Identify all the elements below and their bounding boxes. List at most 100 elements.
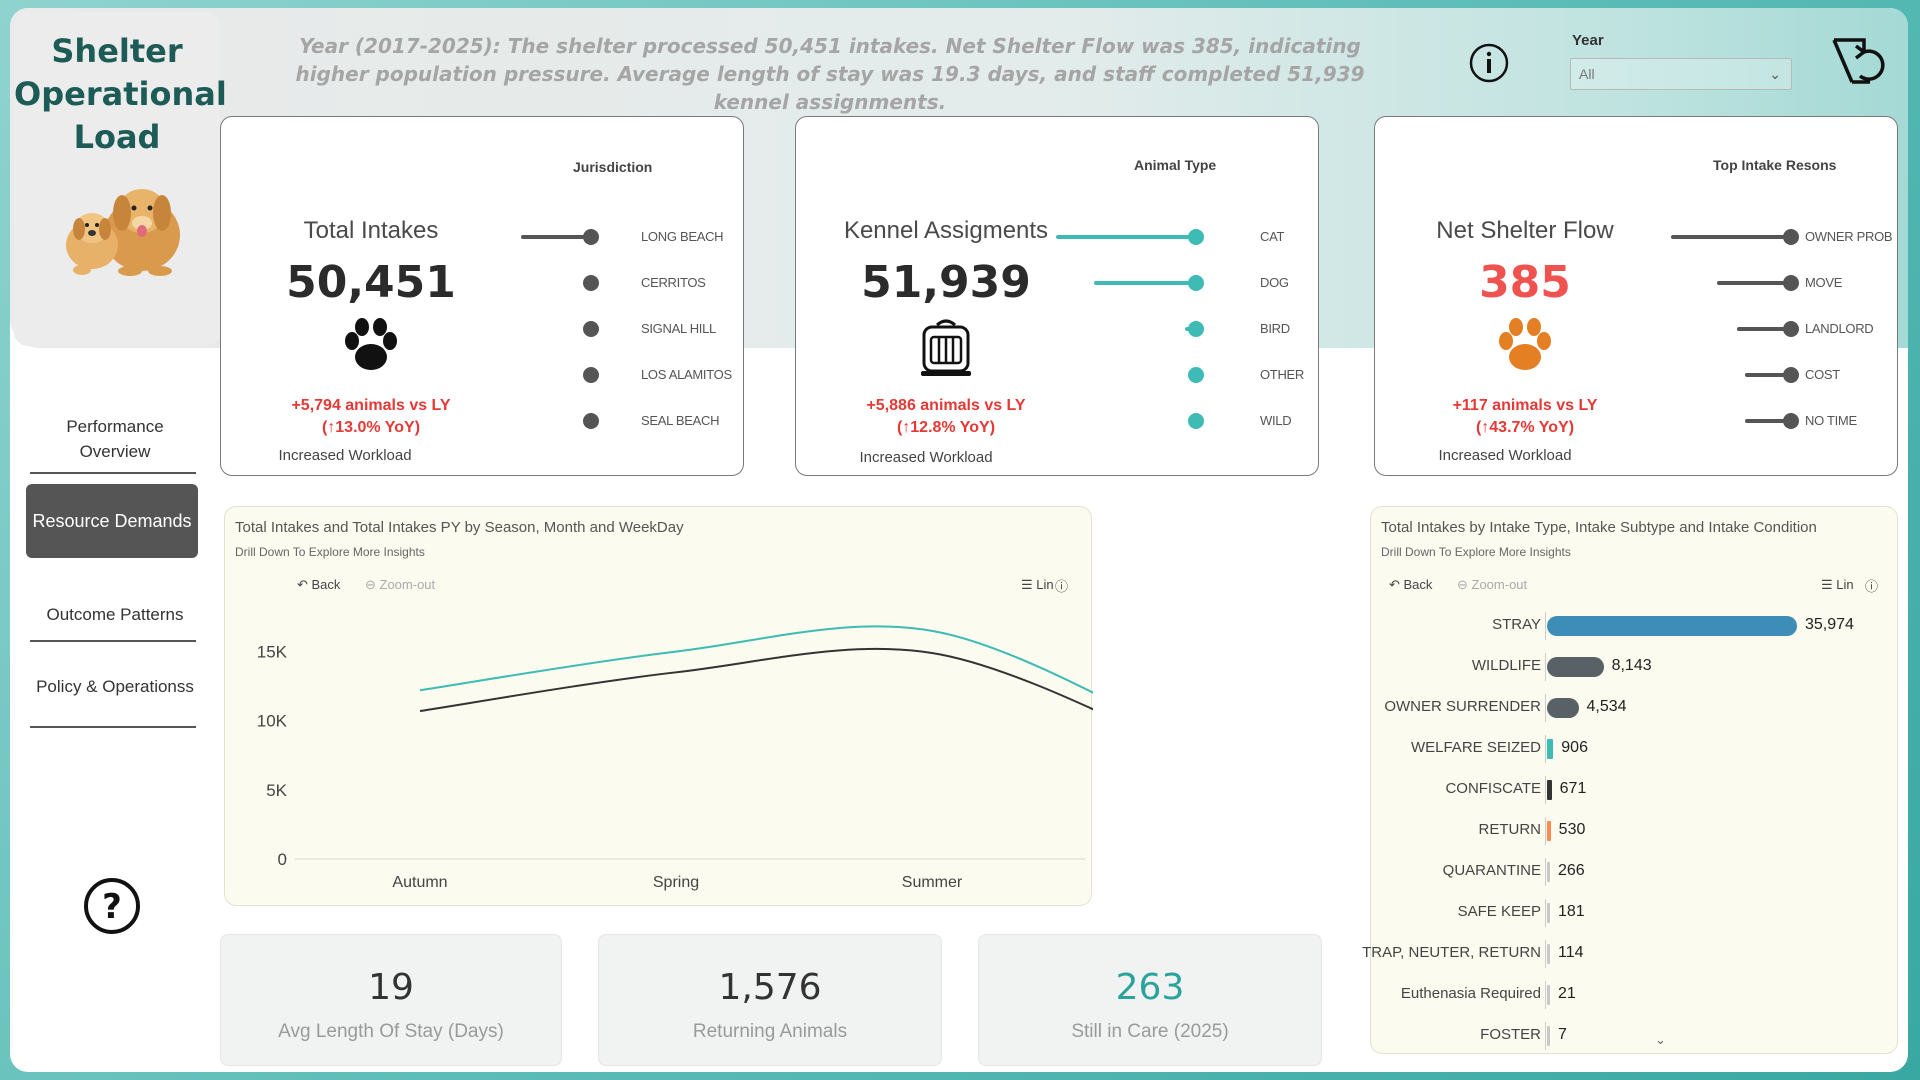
bar xyxy=(1547,903,1550,923)
slicer-label: CERRITOS xyxy=(641,275,706,290)
slicer-dot xyxy=(1783,229,1799,245)
slicer-item-seal-beach[interactable]: SEAL BEACH xyxy=(221,411,745,431)
zoom-out-button[interactable]: ⊖ Zoom-out xyxy=(1457,577,1528,592)
bar-row[interactable]: WELFARE SEIZED 906 xyxy=(1371,735,1891,763)
paw-icon xyxy=(1494,317,1556,378)
scroll-down-icon[interactable]: ⌄ xyxy=(1655,1032,1666,1047)
help-icon[interactable]: ? xyxy=(82,876,142,936)
yoy-delta: +117 animals vs LY (↑43.7% YoY) xyxy=(1395,395,1655,439)
bar-chart-subtitle: Drill Down To Explore More Insights xyxy=(1381,545,1571,559)
bar-category-label: RETURN xyxy=(1478,821,1542,838)
stat-value: 19 xyxy=(368,967,414,1008)
slicer-item-signal-hill[interactable]: SIGNAL HILL xyxy=(221,319,745,339)
nav-divider xyxy=(30,726,196,728)
delta-percent: (↑43.7% YoY) xyxy=(1475,419,1575,436)
info-icon[interactable] xyxy=(1468,42,1510,84)
zoom-out-button[interactable]: ⊖ Zoom-out xyxy=(365,577,436,592)
series-line-0 xyxy=(419,625,1093,694)
slicer-title: Top Intake Resons xyxy=(1713,157,1837,173)
kpi-title: Net Shelter Flow xyxy=(1436,217,1614,244)
bar-row[interactable]: QUARANTINE 266 xyxy=(1371,858,1891,886)
stat-caption: Avg Length Of Stay (Days) xyxy=(278,1021,504,1042)
back-button[interactable]: ↶ Back xyxy=(1389,577,1433,592)
slicer-item-cat[interactable]: CAT xyxy=(796,227,1320,247)
stat-value: 263 xyxy=(1115,967,1185,1008)
bar-row[interactable]: TRAP, NEUTER, RETURN 114 xyxy=(1362,940,1891,968)
chart-help-icon[interactable]: ⓘ xyxy=(1055,579,1069,594)
lin-scale-button[interactable]: ☰ Lin xyxy=(1021,577,1054,592)
slicer-item-no-time[interactable]: NO TIME xyxy=(1375,411,1899,431)
kpi-value: 51,939 xyxy=(861,257,1031,308)
kpi-title: Kennel Assigments xyxy=(843,217,1049,244)
bar-value-label: 181 xyxy=(1558,903,1585,920)
bar-axis xyxy=(1545,612,1546,640)
slicer-label: MOVE xyxy=(1805,275,1843,290)
slicer-item-cerritos[interactable]: CERRITOS xyxy=(221,273,745,293)
slicer-item-wild[interactable]: WILD xyxy=(796,411,1320,431)
stat-caption: Still in Care (2025) xyxy=(1071,1021,1229,1042)
slicer-item-bird[interactable]: BIRD xyxy=(796,319,1320,339)
bar-category-label: TRAP, NEUTER, RETURN xyxy=(1362,944,1541,961)
slicer-item-owner-prob[interactable]: OWNER PROB xyxy=(1375,227,1899,247)
line-chart-subtitle: Drill Down To Explore More Insights xyxy=(235,545,425,559)
reset-back-icon[interactable] xyxy=(1830,30,1892,92)
stat-returning-animals: 1,576 Returning Animals xyxy=(598,934,942,1066)
bar xyxy=(1547,1026,1550,1046)
bar-row[interactable]: STRAY 35,974 xyxy=(1371,612,1891,640)
bar-chart-panel: Total Intakes by Intake Type, Intake Sub… xyxy=(1362,506,1899,1054)
slicer-dot xyxy=(1188,321,1204,337)
slicer-bar xyxy=(521,235,591,239)
bar-row[interactable]: RETURN 530 xyxy=(1371,817,1891,845)
nav-outcome-patterns[interactable]: Outcome Patterns xyxy=(46,605,184,624)
nav-performance-overview[interactable]: Performance Overview xyxy=(66,417,164,461)
bar-row[interactable]: FOSTER 7 xyxy=(1371,1022,1891,1050)
bar-axis xyxy=(1545,817,1546,845)
bar-category-label: CONFISCATE xyxy=(1445,780,1541,797)
bar-row[interactable]: OWNER SURRENDER 4,534 xyxy=(1371,694,1891,722)
nav-policy-operations[interactable]: Policy & Operationss xyxy=(36,677,194,696)
slicer-dot xyxy=(1188,275,1204,291)
workload-status: Increased Workload xyxy=(1438,447,1572,464)
slicer-item-landlord[interactable]: LANDLORD xyxy=(1375,319,1899,339)
nav-resource-demands[interactable]: Resource Demands xyxy=(26,484,198,558)
back-button[interactable]: ↶ Back xyxy=(297,577,341,592)
slicer-item-move[interactable]: MOVE xyxy=(1375,273,1899,293)
slicer-title: Animal Type xyxy=(1134,157,1217,173)
slicer-item-cost[interactable]: COST xyxy=(1375,365,1899,385)
svg-text:?: ? xyxy=(102,887,122,927)
slicer-label: COST xyxy=(1805,367,1840,382)
dogs-image xyxy=(66,189,180,276)
chart-help-icon[interactable]: ⓘ xyxy=(1865,579,1879,594)
bar-row[interactable]: SAFE KEEP 181 xyxy=(1371,899,1891,927)
kpi-card-net-shelter-flow: Top Intake Resons Net Shelter Flow 385 +117… xyxy=(1374,116,1898,476)
narrative-summary: Year (2017-2025): The shelter processed … xyxy=(295,34,1365,114)
slicer-bar xyxy=(1736,327,1791,331)
slicer-item-other[interactable]: OTHER xyxy=(796,365,1320,385)
bar-chart-plot: STRAY 35,974 WILDLIFE 8,143 OWNER SURRENDER 4… xyxy=(1362,612,1899,1050)
slicer-item-los-alamitos[interactable]: LOS ALAMITOS xyxy=(221,365,745,385)
yoy-delta: +5,886 animals vs LY (↑12.8% YoY) xyxy=(816,395,1076,439)
slicer-dot xyxy=(1188,367,1204,383)
bar-row[interactable]: WILDLIFE 8,143 xyxy=(1371,653,1891,681)
bar-row[interactable]: Euthenasia Required 21 xyxy=(1371,981,1891,1009)
slicer-item-dog[interactable]: DOG xyxy=(796,273,1320,293)
bar-axis xyxy=(1545,940,1546,968)
slicer-bar xyxy=(1717,281,1791,285)
yoy-delta: +5,794 animals vs LY (↑13.0% YoY) xyxy=(241,395,501,439)
back-label: Back xyxy=(311,577,341,592)
lin-scale-button[interactable]: ☰ Lin xyxy=(1821,577,1854,592)
year-dropdown[interactable]: All ⌄ xyxy=(1570,58,1792,90)
bar xyxy=(1547,862,1550,882)
line-chart-title: Total Intakes and Total Intakes PY by Se… xyxy=(235,519,684,536)
slicer-bar xyxy=(1671,235,1791,239)
slicer-bar xyxy=(1094,281,1196,285)
kpi-title: Total Intakes xyxy=(303,217,439,244)
bar-value-label: 4,534 xyxy=(1586,698,1627,715)
back-label: Back xyxy=(1403,577,1433,592)
slicer-item-long-beach[interactable]: LONG BEACH xyxy=(221,227,745,247)
chevron-down-icon: ⌄ xyxy=(1769,66,1781,82)
slicer-dot xyxy=(583,275,599,291)
bar-row[interactable]: CONFISCATE 671 xyxy=(1371,776,1891,804)
delta-line: +117 animals vs LY xyxy=(1452,397,1598,414)
y-tick-label: 15K xyxy=(257,643,288,662)
